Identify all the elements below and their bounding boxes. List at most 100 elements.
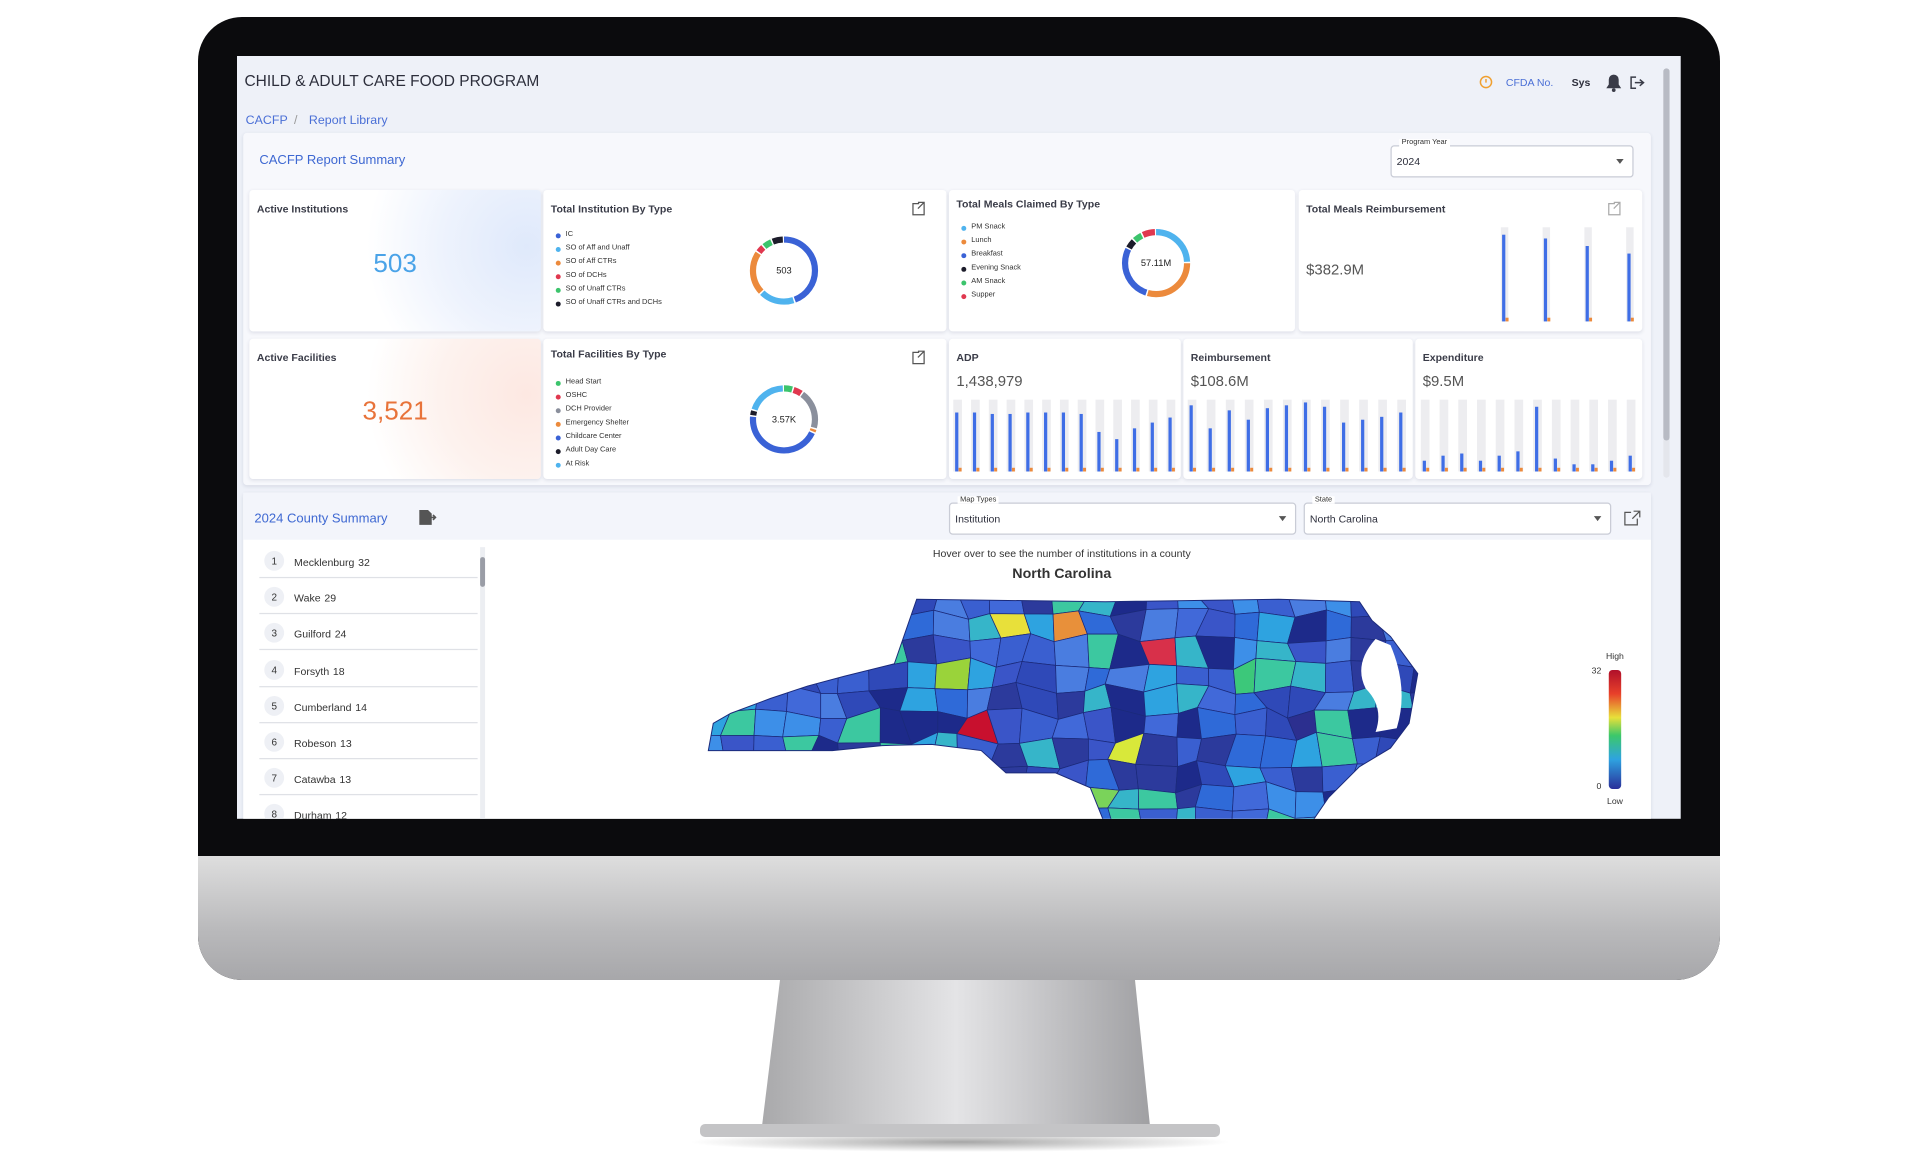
bar (1441, 455, 1445, 472)
county (1409, 690, 1418, 720)
stand-base (700, 1124, 1220, 1137)
donut-segment (1121, 229, 1191, 298)
county (906, 783, 932, 810)
bar-base (1463, 467, 1467, 472)
card-value: $9.5M (1422, 372, 1465, 390)
county (1374, 784, 1418, 818)
card-value: $108.6M (1190, 372, 1249, 390)
county (1321, 763, 1358, 793)
expand-icon[interactable] (1624, 510, 1641, 527)
county (958, 813, 990, 819)
map-type-select[interactable]: Map Types Institution (948, 496, 1297, 535)
card-title: ADP (956, 351, 979, 364)
legend-label: Head Start (565, 378, 602, 386)
page-scrollbar[interactable] (1663, 68, 1670, 478)
county (1374, 763, 1418, 788)
county (1437, 732, 1440, 764)
bar (1516, 451, 1520, 472)
state-select[interactable]: State North Carolina (1303, 496, 1612, 535)
county (1322, 788, 1353, 817)
county (813, 609, 851, 645)
mini-bar-chart (1187, 399, 1406, 472)
bar (1265, 408, 1269, 472)
rank-badge (264, 768, 285, 789)
county (752, 761, 791, 793)
bar-base (1364, 467, 1368, 472)
legend-dot (555, 260, 561, 266)
bar (1535, 406, 1539, 472)
county (1194, 783, 1235, 812)
legend-dot (555, 247, 561, 252)
county (727, 632, 763, 670)
county-count: 29 (324, 592, 337, 605)
program-year-select[interactable]: Program Year 2024 (1390, 139, 1634, 178)
county (879, 742, 912, 769)
bar (1422, 460, 1426, 472)
map-hint: Hover over to see the number of institut… (932, 547, 1191, 560)
legend-dot (961, 294, 967, 300)
summary-title: CACFP Report Summary (259, 152, 406, 168)
county (842, 610, 878, 645)
export-icon[interactable] (418, 509, 438, 526)
cfda-link[interactable]: CFDA No. (1505, 75, 1554, 89)
donut-card: Total Institution By Type (543, 189, 947, 332)
county (836, 663, 870, 695)
legend-label: Adult Day Care (565, 446, 617, 455)
card-title: Expenditure (1422, 351, 1484, 364)
county (753, 599, 792, 615)
bar-base (1589, 317, 1593, 322)
county (957, 781, 995, 819)
user-name[interactable]: Sys (1571, 75, 1591, 89)
bar (1303, 402, 1308, 472)
list-scrollbar[interactable] (480, 547, 486, 819)
legend-label: PM Snack (971, 223, 1006, 231)
county (901, 634, 937, 665)
county (708, 781, 733, 818)
bar-track (1495, 399, 1505, 472)
bar-base (1613, 467, 1617, 472)
rank-number: 5 (271, 700, 277, 712)
bar (955, 412, 959, 472)
card-value: 1,438,979 (956, 372, 1023, 390)
county (1436, 611, 1440, 640)
bar-track (1589, 399, 1599, 472)
county-map (707, 598, 1440, 819)
county (1055, 664, 1090, 694)
bar-base (1444, 467, 1448, 472)
county (1231, 808, 1270, 819)
stand-neck (762, 980, 1150, 1126)
county (1347, 707, 1381, 740)
breadcrumb-current[interactable]: Report Library (308, 114, 388, 128)
county (708, 666, 733, 690)
bar-base (976, 467, 980, 472)
county-name: Forsyth (294, 664, 330, 677)
county (719, 708, 757, 737)
county (782, 734, 820, 769)
bar (1628, 455, 1632, 472)
bar (1026, 412, 1030, 472)
breadcrumb-separator: / (294, 114, 298, 128)
kpi-value: 503 (373, 249, 417, 279)
bar-base (1100, 467, 1104, 472)
header-icons (1479, 74, 1645, 92)
legend-label: SO of Unaff CTRs and DCHs (565, 299, 662, 307)
legend-label: Supper (971, 291, 996, 300)
county (708, 686, 732, 716)
donut-center: 503 (776, 266, 792, 276)
legend-label: Lunch (971, 237, 992, 245)
legend-label: Breakfast (971, 250, 1003, 259)
bar (990, 413, 994, 472)
bar-base (1538, 467, 1542, 472)
county (708, 811, 730, 819)
bar (1189, 405, 1193, 472)
bar-base (1154, 467, 1158, 472)
county (929, 757, 959, 792)
legend-label: Evening Snack (971, 264, 1021, 272)
bar-base (1011, 467, 1015, 472)
legend-dot (555, 408, 561, 414)
card-value: $382.9M (1306, 260, 1365, 279)
bar (1361, 419, 1365, 472)
county (708, 610, 733, 641)
breadcrumb-link[interactable]: CACFP (245, 114, 288, 128)
list-divider (259, 794, 478, 796)
